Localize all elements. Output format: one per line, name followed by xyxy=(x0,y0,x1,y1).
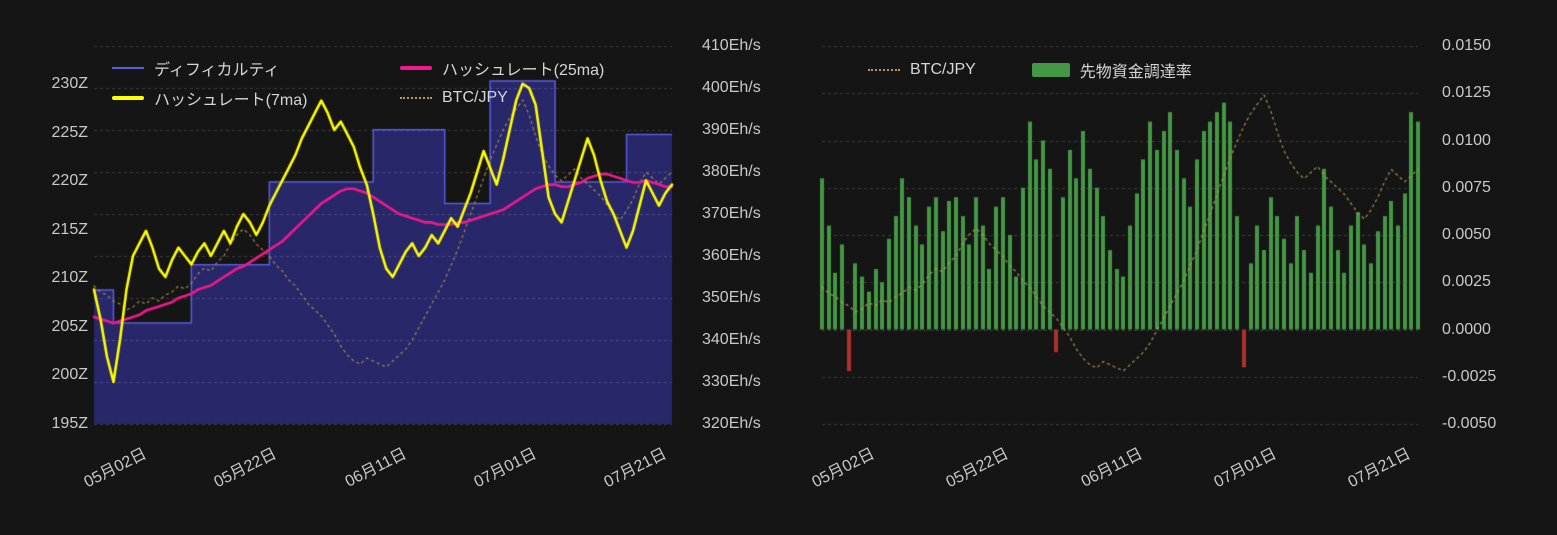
funding-rate-plot-area[interactable] xyxy=(820,46,1420,424)
funding-tick-label: 0.0125 xyxy=(1442,84,1491,102)
funding-tick-label: 0.0025 xyxy=(1442,273,1491,291)
hashrate-tick-label: 360Eh/s xyxy=(702,247,761,264)
hashrate-tick-label: 350Eh/s xyxy=(702,289,761,306)
legend-item-funding-rate[interactable]: 先物資金調達率 xyxy=(1031,60,1192,81)
difficulty-tick-label: 195Z xyxy=(51,415,88,432)
difficulty-tick-label: 200Z xyxy=(51,366,88,384)
bar-series-swatch-icon xyxy=(1031,63,1070,77)
line-series-swatch-icon xyxy=(112,96,144,100)
difficulty-tick-label: 220Z xyxy=(51,172,88,190)
difficulty-tick-label: 230Z xyxy=(51,75,88,92)
funding-tick-label: 0.0000 xyxy=(1442,320,1491,338)
legend-label: ハッシュレート(25ma) xyxy=(442,62,605,79)
legend-label: ディフィカルティ xyxy=(154,62,280,79)
legend-label: ハッシュレート(7ma) xyxy=(154,92,308,109)
funding-tick-label: 0.0050 xyxy=(1442,226,1491,243)
difficulty-tick-label: 225Z xyxy=(51,123,88,141)
funding-tick-label: 0.0075 xyxy=(1442,178,1491,196)
difficulty-tick-label: 215Z xyxy=(51,220,88,238)
line-series-swatch-icon xyxy=(112,67,144,69)
line-series-swatch-icon xyxy=(400,66,432,70)
funding-tick-label: 0.0150 xyxy=(1442,37,1491,54)
right-chart-legend: BTC/JPY 先物資金調達率 xyxy=(868,60,1192,81)
legend-label: BTC/JPY xyxy=(910,61,976,78)
hashrate-tick-label: 400Eh/s xyxy=(702,79,761,96)
funding-tick-label: -0.0025 xyxy=(1442,367,1497,385)
legend-item-hashrate-25ma[interactable]: ハッシュレート(25ma) xyxy=(400,58,605,79)
funding-tick-label: 0.0100 xyxy=(1442,131,1491,149)
difficulty-tick-label: 205Z xyxy=(51,317,88,335)
left-chart-legend: ディフィカルティ ハッシュレート(25ma) ハッシュレート(7ma) BTC/JPY xyxy=(112,58,605,109)
legend-item-hashrate-7ma[interactable]: ハッシュレート(7ma) xyxy=(112,88,400,109)
hashrate-tick-label: 320Eh/s xyxy=(702,415,761,432)
funding-tick-label: -0.0050 xyxy=(1442,415,1497,432)
hashrate-tick-label: 340Eh/s xyxy=(702,331,761,348)
difficulty-tick-label: 210Z xyxy=(51,269,88,287)
hashrate-tick-label: 370Eh/s xyxy=(702,205,761,222)
hashrate-tick-label: 410Eh/s xyxy=(702,37,761,54)
hashrate-tick-label: 330Eh/s xyxy=(702,373,761,390)
line-series-swatch-icon xyxy=(400,97,432,99)
hashrate-tick-label: 380Eh/s xyxy=(702,163,761,180)
line-series-swatch-icon xyxy=(868,69,900,71)
legend-item-difficulty[interactable]: ディフィカルティ xyxy=(112,58,400,79)
legend-item-btc-jpy[interactable]: BTC/JPY xyxy=(868,60,976,80)
hashrate-tick-label: 390Eh/s xyxy=(702,121,761,138)
legend-item-btc-jpy[interactable]: BTC/JPY xyxy=(400,88,604,108)
legend-label: 先物資金調達率 xyxy=(1079,64,1192,81)
legend-label: BTC/JPY xyxy=(442,89,508,106)
